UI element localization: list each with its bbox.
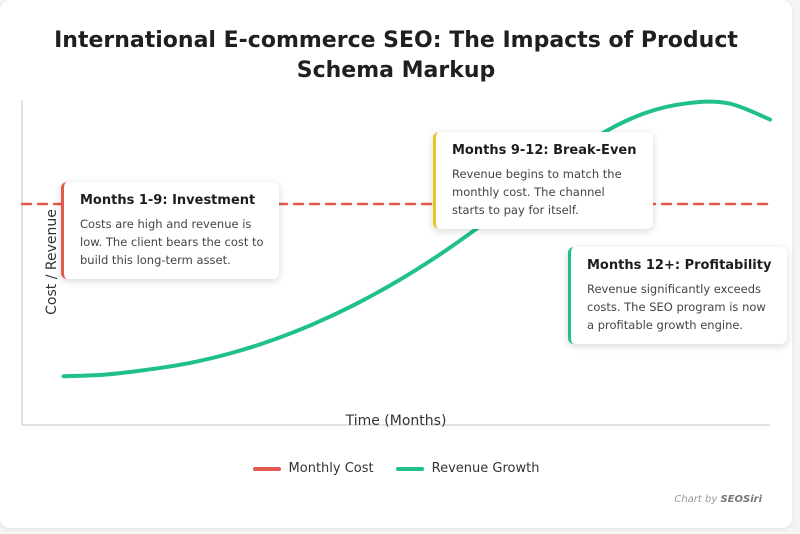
annotation-profitability-body: Revenue significantly exceeds costs. The… — [587, 282, 766, 332]
legend-swatch-cost — [252, 466, 281, 471]
chart-card: International E-commerce SEO: The Impact… — [0, 0, 792, 528]
chart-legend: Monthly Cost Revenue Growth — [0, 461, 792, 476]
chart-credit: Chart by SEOSiri — [674, 494, 762, 505]
annotation-break-even: Months 9-12: Break-Even Revenue begins t… — [433, 132, 653, 229]
y-axis-label: Cost / Revenue — [44, 209, 60, 315]
credit-brand: SEOSiri — [720, 494, 762, 505]
legend-label-cost: Monthly Cost — [288, 461, 374, 476]
x-axis-label: Time (Months) — [345, 413, 447, 429]
annotation-investment-title: Months 1-9: Investment — [80, 193, 256, 208]
annotation-investment-body: Costs are high and revenue is low. The c… — [80, 217, 264, 267]
legend-item-revenue[interactable]: Revenue Growth — [395, 461, 540, 476]
legend-label-revenue: Revenue Growth — [431, 461, 540, 476]
chart-title: International E-commerce SEO: The Impact… — [54, 28, 738, 83]
legend-swatch-revenue — [395, 466, 424, 471]
legend-item-cost[interactable]: Monthly Cost — [252, 461, 374, 476]
annotation-break-even-body: Revenue begins to match the monthly cost… — [452, 167, 622, 217]
credit-prefix: Chart by — [674, 494, 721, 505]
annotation-profitability-title: Months 12+: Profitability — [587, 258, 772, 273]
annotation-investment: Months 1-9: Investment Costs are high an… — [61, 182, 279, 279]
annotation-profitability: Months 12+: Profitability Revenue signif… — [568, 247, 787, 344]
series-line-revenue-growth — [61, 99, 772, 379]
annotation-break-even-title: Months 9-12: Break-Even — [452, 143, 637, 158]
